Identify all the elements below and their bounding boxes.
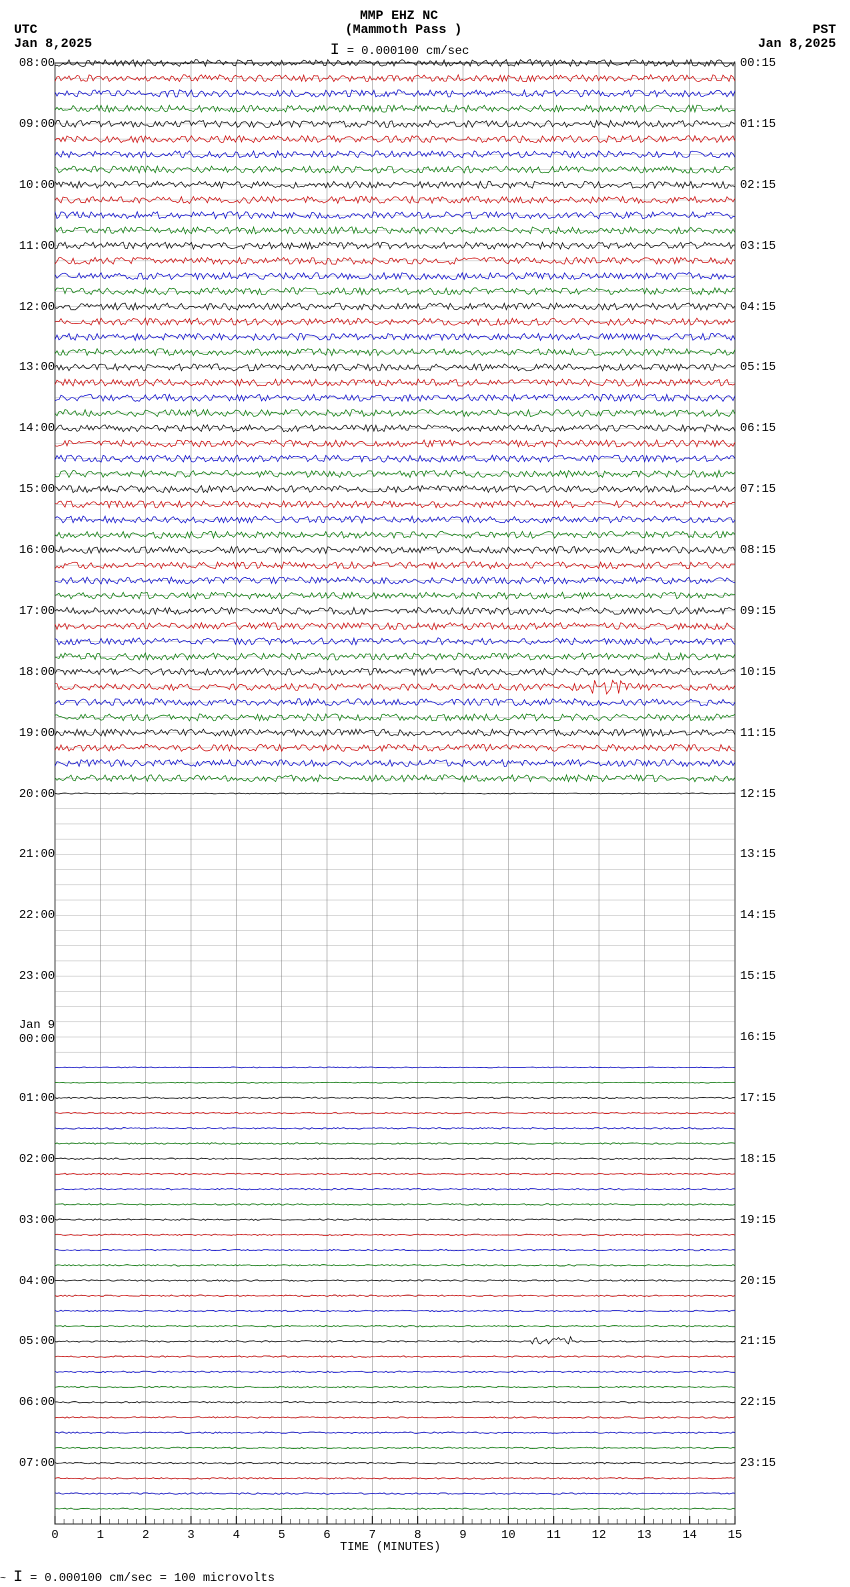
utc-time-label: 15:00 bbox=[19, 482, 55, 496]
utc-time-label: 08:00 bbox=[19, 56, 55, 70]
utc-time-label: 07:00 bbox=[19, 1456, 55, 1470]
utc-time-label: 18:00 bbox=[19, 665, 55, 679]
pst-time-label: 14:15 bbox=[740, 908, 776, 922]
pst-time-label: 06:15 bbox=[740, 421, 776, 435]
svg-text:11: 11 bbox=[546, 1528, 560, 1542]
utc-time-label: 05:00 bbox=[19, 1334, 55, 1348]
utc-time-label: 13:00 bbox=[19, 360, 55, 374]
svg-text:1: 1 bbox=[97, 1528, 104, 1542]
utc-time-label: 11:00 bbox=[19, 239, 55, 253]
svg-text:6: 6 bbox=[323, 1528, 330, 1542]
pst-label: PST bbox=[813, 22, 836, 37]
utc-date: Jan 8,2025 bbox=[14, 36, 92, 51]
pst-time-label: 03:15 bbox=[740, 239, 776, 253]
pst-time-label: 00:15 bbox=[740, 56, 776, 70]
svg-text:3: 3 bbox=[187, 1528, 194, 1542]
pst-time-label: 07:15 bbox=[740, 482, 776, 496]
utc-time-label: Jan 900:00 bbox=[19, 1018, 55, 1046]
pst-time-label: 10:15 bbox=[740, 665, 776, 679]
pst-time-label: 23:15 bbox=[740, 1456, 776, 1470]
utc-time-label: 06:00 bbox=[19, 1395, 55, 1409]
pst-date: Jan 8,2025 bbox=[758, 36, 836, 51]
utc-time-label: 19:00 bbox=[19, 726, 55, 740]
pst-time-label: 19:15 bbox=[740, 1213, 776, 1227]
utc-time-label: 21:00 bbox=[19, 847, 55, 861]
pst-time-label: 05:15 bbox=[740, 360, 776, 374]
pst-time-label: 16:15 bbox=[740, 1030, 776, 1044]
svg-text:12: 12 bbox=[592, 1528, 606, 1542]
svg-text:5: 5 bbox=[278, 1528, 285, 1542]
utc-label: UTC bbox=[14, 22, 37, 37]
station-code: MMP EHZ NC bbox=[360, 8, 438, 23]
svg-text:10: 10 bbox=[501, 1528, 515, 1542]
svg-text:0: 0 bbox=[51, 1528, 58, 1542]
utc-time-label: 03:00 bbox=[19, 1213, 55, 1227]
utc-time-label: 04:00 bbox=[19, 1274, 55, 1288]
svg-text:2: 2 bbox=[142, 1528, 149, 1542]
utc-time-label: 14:00 bbox=[19, 421, 55, 435]
utc-time-label: 22:00 bbox=[19, 908, 55, 922]
pst-time-label: 02:15 bbox=[740, 178, 776, 192]
utc-time-label: 01:00 bbox=[19, 1091, 55, 1105]
scale-bar-top: I = 0.000100 cm/sec bbox=[330, 41, 469, 59]
svg-text:13: 13 bbox=[637, 1528, 651, 1542]
station-location: (Mammoth Pass ) bbox=[345, 22, 462, 37]
pst-time-label: 04:15 bbox=[740, 300, 776, 314]
pst-time-label: 15:15 bbox=[740, 969, 776, 983]
pst-time-label: 11:15 bbox=[740, 726, 776, 740]
utc-time-label: 02:00 bbox=[19, 1152, 55, 1166]
utc-time-label: 20:00 bbox=[19, 787, 55, 801]
pst-time-label: 20:15 bbox=[740, 1274, 776, 1288]
pst-time-label: 12:15 bbox=[740, 787, 776, 801]
utc-time-label: 09:00 bbox=[19, 117, 55, 131]
utc-time-label: 12:00 bbox=[19, 300, 55, 314]
utc-time-label: 16:00 bbox=[19, 543, 55, 557]
pst-time-label: 01:15 bbox=[740, 117, 776, 131]
utc-time-label: 23:00 bbox=[19, 969, 55, 983]
pst-time-label: 08:15 bbox=[740, 543, 776, 557]
x-axis-label: TIME (MINUTES) bbox=[340, 1540, 441, 1554]
pst-time-label: 17:15 bbox=[740, 1091, 776, 1105]
pst-time-label: 18:15 bbox=[740, 1152, 776, 1166]
svg-text:9: 9 bbox=[459, 1528, 466, 1542]
svg-text:14: 14 bbox=[682, 1528, 696, 1542]
seismogram-plot: 0123456789101112131415 bbox=[0, 0, 850, 1560]
footer-scale: ~ I = 0.000100 cm/sec = 100 microvolts bbox=[0, 1568, 275, 1586]
pst-time-label: 21:15 bbox=[740, 1334, 776, 1348]
utc-time-label: 17:00 bbox=[19, 604, 55, 618]
pst-time-label: 09:15 bbox=[740, 604, 776, 618]
pst-time-label: 22:15 bbox=[740, 1395, 776, 1409]
utc-time-label: 10:00 bbox=[19, 178, 55, 192]
svg-text:15: 15 bbox=[728, 1528, 742, 1542]
svg-text:4: 4 bbox=[233, 1528, 240, 1542]
pst-time-label: 13:15 bbox=[740, 847, 776, 861]
